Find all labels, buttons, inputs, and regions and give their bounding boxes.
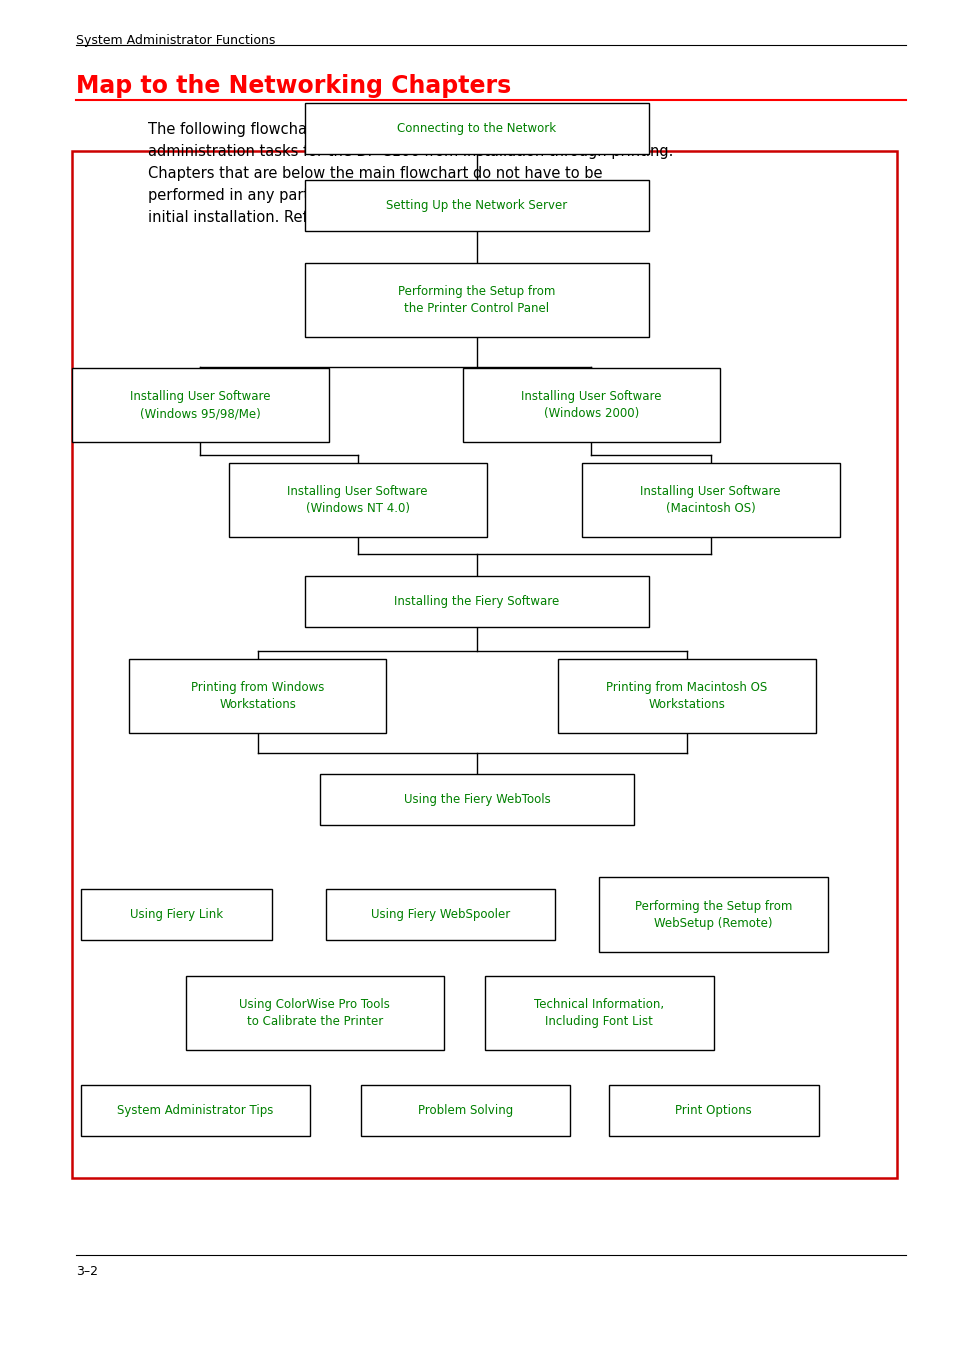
Text: Printing from Windows
Workstations: Printing from Windows Workstations xyxy=(191,681,324,711)
FancyBboxPatch shape xyxy=(319,774,634,825)
FancyBboxPatch shape xyxy=(598,878,827,952)
FancyBboxPatch shape xyxy=(360,1085,570,1136)
FancyBboxPatch shape xyxy=(305,576,648,627)
Text: Performing the Setup from
WebSetup (Remote): Performing the Setup from WebSetup (Remo… xyxy=(635,900,791,929)
FancyBboxPatch shape xyxy=(81,1085,310,1136)
Text: Performing the Setup from
the Printer Control Panel: Performing the Setup from the Printer Co… xyxy=(398,285,555,315)
Text: Map to the Networking Chapters: Map to the Networking Chapters xyxy=(76,74,511,99)
FancyBboxPatch shape xyxy=(129,659,386,732)
Text: Installing User Software
(Windows 2000): Installing User Software (Windows 2000) xyxy=(520,390,661,420)
Text: Problem Solving: Problem Solving xyxy=(417,1104,513,1117)
FancyBboxPatch shape xyxy=(305,103,648,154)
FancyBboxPatch shape xyxy=(71,151,896,1178)
Text: Technical Information,
Including Font List: Technical Information, Including Font Li… xyxy=(534,998,663,1028)
FancyBboxPatch shape xyxy=(581,462,839,536)
Text: Connecting to the Network: Connecting to the Network xyxy=(397,122,556,135)
Text: Using Fiery Link: Using Fiery Link xyxy=(130,908,223,921)
Text: Using Fiery WebSpooler: Using Fiery WebSpooler xyxy=(371,908,510,921)
Text: Print Options: Print Options xyxy=(675,1104,751,1117)
FancyBboxPatch shape xyxy=(186,975,443,1051)
Text: System Administrator Tips: System Administrator Tips xyxy=(117,1104,274,1117)
FancyBboxPatch shape xyxy=(305,180,648,231)
Text: Installing User Software
(Macintosh OS): Installing User Software (Macintosh OS) xyxy=(639,485,781,515)
FancyBboxPatch shape xyxy=(484,975,713,1051)
Text: Printing from Macintosh OS
Workstations: Printing from Macintosh OS Workstations xyxy=(605,681,767,711)
FancyBboxPatch shape xyxy=(81,889,272,940)
FancyBboxPatch shape xyxy=(229,462,486,536)
Text: Installing the Fiery Software: Installing the Fiery Software xyxy=(394,594,559,608)
Text: Installing User Software
(Windows NT 4.0): Installing User Software (Windows NT 4.0… xyxy=(287,485,428,515)
Text: Using ColorWise Pro Tools
to Calibrate the Printer: Using ColorWise Pro Tools to Calibrate t… xyxy=(239,998,390,1028)
Text: Using the Fiery WebTools: Using the Fiery WebTools xyxy=(403,793,550,807)
FancyBboxPatch shape xyxy=(462,367,720,443)
Text: Installing User Software
(Windows 95/98/Me): Installing User Software (Windows 95/98/… xyxy=(130,390,271,420)
Text: 3–2: 3–2 xyxy=(76,1265,98,1278)
FancyBboxPatch shape xyxy=(558,659,815,732)
Text: System Administrator Functions: System Administrator Functions xyxy=(76,34,275,47)
FancyBboxPatch shape xyxy=(305,262,648,336)
Text: The following flowchart provides the general order of system
administration task: The following flowchart provides the gen… xyxy=(148,122,673,226)
Text: Setting Up the Network Server: Setting Up the Network Server xyxy=(386,199,567,212)
FancyBboxPatch shape xyxy=(326,889,555,940)
FancyBboxPatch shape xyxy=(608,1085,818,1136)
FancyBboxPatch shape xyxy=(71,367,329,443)
